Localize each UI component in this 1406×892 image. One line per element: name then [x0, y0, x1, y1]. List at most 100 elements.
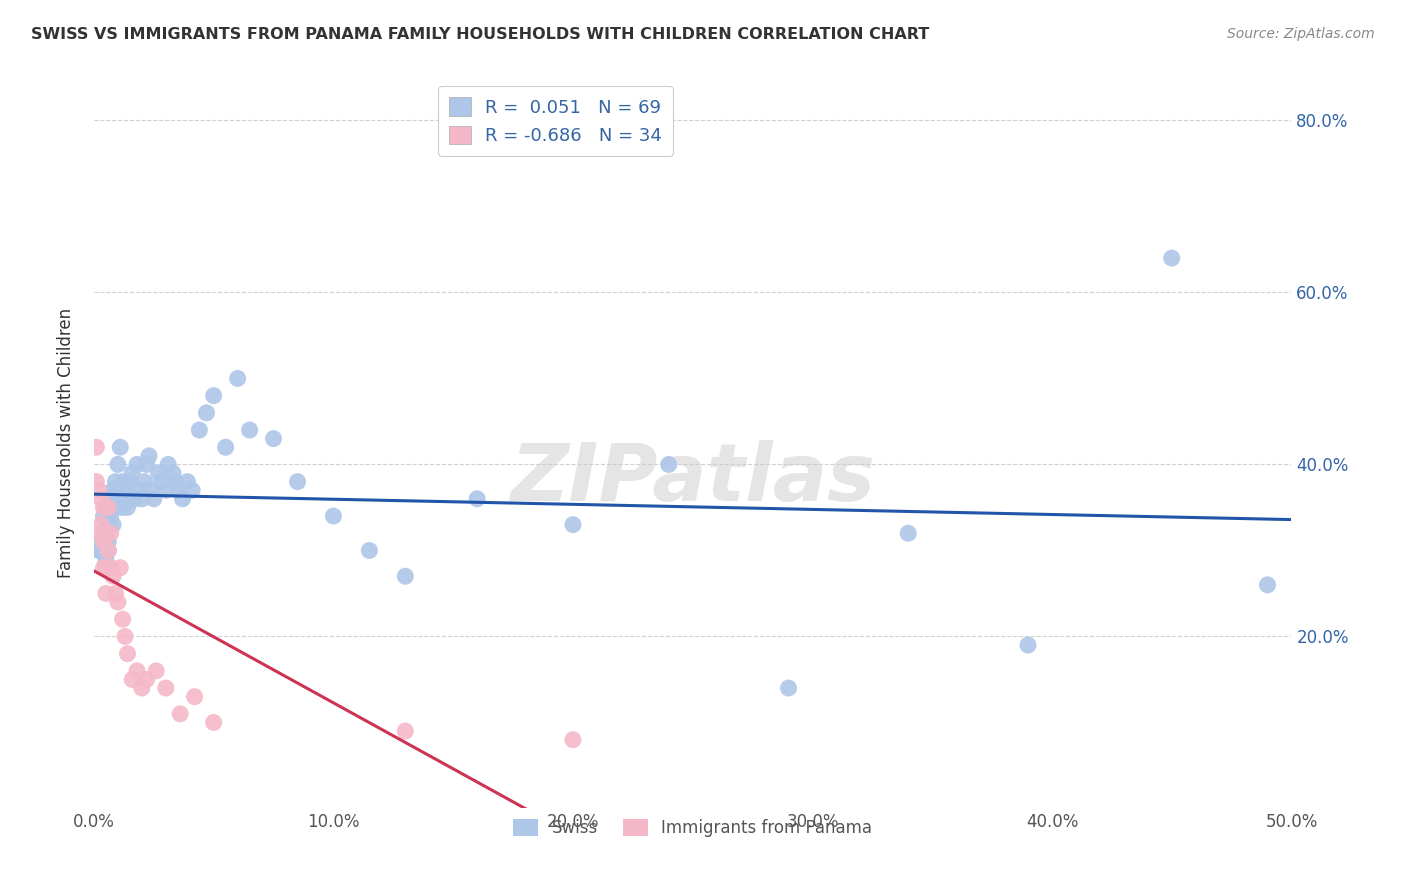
Point	[87, 543, 110, 558]
Point	[94, 552, 117, 566]
Point	[465, 491, 488, 506]
Point	[1160, 251, 1182, 265]
Point	[104, 586, 127, 600]
Point	[94, 586, 117, 600]
Point	[90, 517, 112, 532]
Point	[93, 500, 115, 515]
Point	[94, 543, 117, 558]
Point	[125, 664, 148, 678]
Point	[162, 466, 184, 480]
Point	[101, 517, 124, 532]
Point	[131, 681, 153, 695]
Text: Source: ZipAtlas.com: Source: ZipAtlas.com	[1227, 27, 1375, 41]
Point	[150, 475, 173, 489]
Point	[172, 491, 194, 506]
Point	[142, 491, 165, 506]
Point	[114, 491, 136, 506]
Point	[114, 483, 136, 498]
Point	[214, 440, 236, 454]
Point	[394, 569, 416, 583]
Point	[114, 630, 136, 644]
Point	[104, 491, 127, 506]
Point	[118, 475, 141, 489]
Point	[90, 543, 112, 558]
Point	[1256, 578, 1278, 592]
Point	[141, 483, 163, 498]
Point	[561, 517, 583, 532]
Point	[166, 483, 188, 498]
Point	[658, 458, 681, 472]
Point	[135, 458, 157, 472]
Point	[165, 475, 187, 489]
Point	[202, 715, 225, 730]
Point	[394, 724, 416, 739]
Point	[145, 664, 167, 678]
Point	[135, 673, 157, 687]
Point	[101, 483, 124, 498]
Point	[195, 406, 218, 420]
Point	[138, 449, 160, 463]
Point	[94, 534, 117, 549]
Point	[93, 526, 115, 541]
Text: SWISS VS IMMIGRANTS FROM PANAMA FAMILY HOUSEHOLDS WITH CHILDREN CORRELATION CHAR: SWISS VS IMMIGRANTS FROM PANAMA FAMILY H…	[31, 27, 929, 42]
Point	[561, 732, 583, 747]
Point	[87, 526, 110, 541]
Point	[117, 647, 139, 661]
Point	[94, 526, 117, 541]
Point	[93, 509, 115, 524]
Point	[90, 534, 112, 549]
Point	[93, 543, 115, 558]
Point	[104, 475, 127, 489]
Point	[87, 483, 110, 498]
Point	[90, 491, 112, 506]
Text: ZIPatlas: ZIPatlas	[510, 441, 875, 518]
Point	[101, 569, 124, 583]
Point	[93, 534, 115, 549]
Point	[897, 526, 920, 541]
Point	[111, 500, 134, 515]
Point	[107, 595, 129, 609]
Point	[97, 517, 120, 532]
Point	[94, 500, 117, 515]
Point	[322, 509, 344, 524]
Point	[155, 681, 177, 695]
Point	[121, 466, 143, 480]
Point	[239, 423, 262, 437]
Point	[94, 560, 117, 574]
Point	[100, 500, 122, 515]
Point	[86, 475, 108, 489]
Point	[263, 432, 285, 446]
Point	[1017, 638, 1039, 652]
Point	[778, 681, 800, 695]
Point	[121, 673, 143, 687]
Point	[128, 483, 150, 498]
Point	[226, 371, 249, 385]
Point	[100, 491, 122, 506]
Point	[101, 500, 124, 515]
Point	[188, 423, 211, 437]
Point	[117, 500, 139, 515]
Point	[86, 440, 108, 454]
Point	[359, 543, 381, 558]
Point	[100, 509, 122, 524]
Point	[202, 389, 225, 403]
Point	[157, 458, 180, 472]
Point	[110, 560, 132, 574]
Point	[100, 526, 122, 541]
Point	[110, 440, 132, 454]
Point	[111, 612, 134, 626]
Point	[100, 560, 122, 574]
Point	[131, 491, 153, 506]
Point	[111, 475, 134, 489]
Point	[176, 475, 198, 489]
Point	[97, 543, 120, 558]
Y-axis label: Family Households with Children: Family Households with Children	[58, 308, 75, 578]
Legend: Swiss, Immigrants from Panama: Swiss, Immigrants from Panama	[506, 813, 879, 844]
Point	[169, 706, 191, 721]
Point	[181, 483, 204, 498]
Point	[93, 560, 115, 574]
Point	[107, 483, 129, 498]
Point	[155, 483, 177, 498]
Point	[124, 491, 146, 506]
Point	[97, 534, 120, 549]
